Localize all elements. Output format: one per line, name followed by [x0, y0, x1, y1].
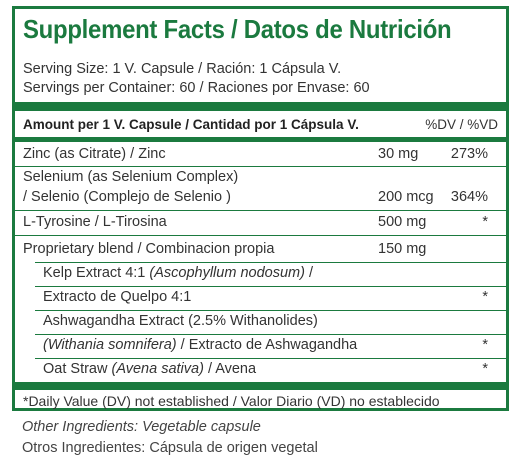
ingredient-dv: *	[482, 337, 488, 353]
nutrient-name: / Selenio (Complejo de Selenio )	[23, 189, 231, 205]
otros-ingredientes: Otros Ingredientes: Cápsula de origen ve…	[22, 440, 318, 456]
panel-title: Supplement Facts / Datos de Nutrición	[23, 14, 452, 44]
amount-header-label: Amount per 1 V. Capsule / Cantidad por 1…	[23, 117, 359, 132]
row-divider	[15, 166, 506, 167]
ingredient-name: / Extracto de Ashwagandha	[176, 337, 358, 353]
table-row: Oat Straw (Avena sativa) / Avena *	[43, 361, 498, 377]
table-row: Selenium (as Selenium Complex)	[23, 169, 498, 185]
other-ingredients-text: Other Ingredients: Vegetable capsule	[22, 419, 261, 435]
ingredient-dv: *	[482, 361, 488, 377]
nutrient-amount: 500 mg	[378, 214, 427, 230]
ingredient-suffix: / Avena	[203, 361, 257, 377]
nutrient-amount: 30 mg	[378, 146, 419, 162]
nutrient-name: Selenium (as Selenium Complex)	[23, 169, 239, 185]
amount-header: Amount per 1 V. Capsule / Cantidad por 1…	[23, 117, 498, 132]
ingredient-name: Extracto de Quelpo 4:1	[43, 289, 192, 305]
ingredient-suffix: /	[304, 265, 313, 281]
ingredient-name: Oat Straw	[43, 361, 112, 377]
supplement-facts-panel: Supplement Facts / Datos de Nutrición Se…	[12, 6, 509, 411]
table-row: Zinc (as Citrate) / Zinc 30 mg 273%	[23, 146, 498, 162]
dv-header-label: %DV / %VD	[425, 117, 498, 132]
table-row: Proprietary blend / Combinacion propia 1…	[23, 241, 498, 257]
ingredient-latin-name: (Withania somnifera)	[43, 337, 177, 353]
table-row: Kelp Extract 4:1 (Ascophyllum nodosum) /	[43, 265, 498, 281]
row-divider	[35, 334, 506, 335]
table-row: Extracto de Quelpo 4:1 *	[43, 289, 498, 305]
nutrient-dv: 364%	[450, 189, 488, 205]
table-row: (Withania somnifera) / Extracto de Ashwa…	[43, 337, 498, 353]
table-row: Ashwagandha Extract (2.5% Withanolides)	[43, 313, 498, 329]
nutrient-name: Zinc (as Citrate) / Zinc	[23, 146, 166, 162]
nutrient-dv: 273%	[450, 146, 488, 162]
row-divider	[35, 286, 506, 287]
row-divider	[15, 210, 506, 211]
row-divider	[35, 358, 506, 359]
table-row: / Selenio (Complejo de Selenio ) 200 mcg…	[23, 189, 498, 205]
row-divider	[35, 310, 506, 311]
serving-size: Serving Size: 1 V. Capsule / Ración: 1 C…	[23, 61, 342, 77]
ingredient-name: Ashwagandha Extract (2.5% Withanolides)	[43, 313, 318, 329]
thick-divider	[15, 382, 506, 390]
row-divider	[15, 235, 506, 236]
medium-divider	[15, 137, 506, 142]
table-row: L-Tyrosine / L-Tirosina 500 mg *	[23, 214, 498, 230]
nutrient-dv: *	[482, 214, 488, 230]
nutrient-amount: 150 mg	[378, 241, 427, 257]
thick-divider	[15, 102, 506, 111]
nutrient-name: Proprietary blend / Combinacion propia	[23, 241, 275, 257]
ingredient-dv: *	[482, 289, 488, 305]
ingredient-name: Kelp Extract 4:1	[43, 265, 150, 281]
nutrient-amount: 200 mcg	[378, 189, 434, 205]
other-ingredients: Other Ingredients: Vegetable capsule	[22, 419, 261, 435]
ingredient-latin-name: (Avena sativa)	[111, 361, 204, 377]
servings-per-container: Servings per Container: 60 / Raciones po…	[23, 80, 370, 96]
ingredient-latin-name: (Ascophyllum nodosum)	[149, 265, 305, 281]
row-divider	[35, 262, 506, 263]
daily-value-footnote: *Daily Value (DV) not established / Valo…	[23, 393, 440, 409]
nutrient-name: L-Tyrosine / L-Tirosina	[23, 214, 167, 230]
